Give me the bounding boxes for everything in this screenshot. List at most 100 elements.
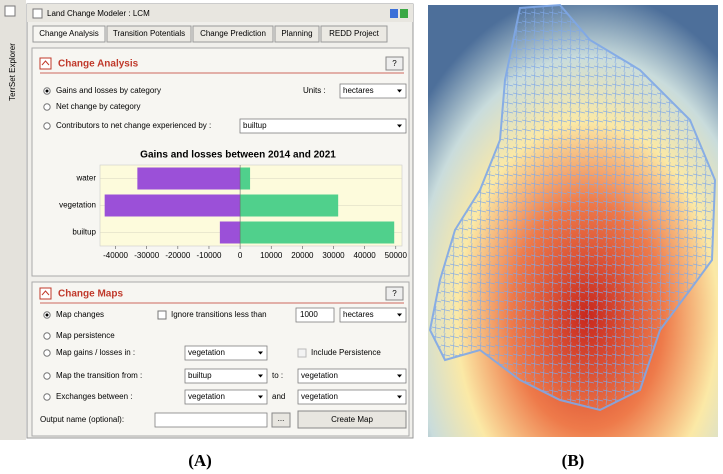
option-label: Contributors to net change experienced b… bbox=[56, 121, 211, 130]
panel-label: (B) bbox=[562, 451, 585, 470]
dropdown-value[interactable]: hectares bbox=[343, 310, 374, 319]
help-text[interactable]: ? bbox=[392, 59, 397, 68]
dropdown-value[interactable]: vegetation bbox=[301, 371, 338, 380]
dropdown[interactable] bbox=[184, 389, 268, 405]
help-button[interactable] bbox=[385, 56, 404, 71]
bar bbox=[137, 167, 241, 190]
chevron bbox=[41, 60, 50, 66]
option-label: Ignore transitions less than bbox=[171, 310, 267, 319]
tab[interactable] bbox=[32, 25, 106, 43]
panel-label: (A) bbox=[188, 451, 212, 470]
dropdown[interactable] bbox=[297, 389, 407, 405]
button-label[interactable]: ... bbox=[278, 414, 285, 423]
bar bbox=[240, 221, 395, 244]
option-label: Map gains / losses in : bbox=[56, 348, 135, 357]
option-label: Map the transition from : bbox=[56, 371, 142, 380]
panel-title: Change Analysis bbox=[58, 59, 139, 70]
option-label: Map persistence bbox=[56, 331, 115, 340]
tab-label[interactable]: Change Prediction bbox=[200, 29, 266, 38]
y-tick-label: builtup bbox=[72, 228, 96, 237]
x-tick-label: -20000 bbox=[165, 251, 190, 260]
x-tick-label: -10000 bbox=[197, 251, 222, 260]
x-tick-label: 20000 bbox=[291, 251, 314, 260]
expand-button[interactable] bbox=[4, 5, 16, 17]
dropdown[interactable] bbox=[339, 83, 407, 99]
chart-title: Gains and losses between 2014 and 2021 bbox=[140, 150, 336, 161]
radio-dot bbox=[45, 89, 49, 93]
radio-button[interactable] bbox=[43, 349, 51, 357]
help-icon[interactable] bbox=[390, 9, 398, 18]
tab-label[interactable]: Change Analysis bbox=[39, 29, 99, 38]
help-button[interactable] bbox=[385, 286, 404, 301]
field-label: Output name (optional): bbox=[40, 415, 124, 424]
tab[interactable] bbox=[192, 25, 274, 43]
option-label: Map changes bbox=[56, 310, 104, 319]
bar bbox=[219, 221, 241, 244]
dropdown-arrow bbox=[397, 313, 402, 317]
x-tick-label: -40000 bbox=[103, 251, 128, 260]
chevron bbox=[41, 290, 50, 296]
dropdown[interactable] bbox=[184, 368, 268, 384]
dropdown[interactable] bbox=[339, 307, 407, 323]
radio-button[interactable] bbox=[43, 103, 51, 111]
y-tick-label: water bbox=[75, 174, 96, 183]
panel-title: Change Maps bbox=[58, 289, 123, 300]
dropdown[interactable] bbox=[297, 368, 407, 384]
browse-button[interactable] bbox=[271, 412, 291, 428]
create-button[interactable] bbox=[297, 410, 407, 429]
tab[interactable] bbox=[274, 25, 320, 43]
dropdown[interactable] bbox=[239, 118, 407, 134]
help-text[interactable]: ? bbox=[392, 289, 397, 298]
x-tick-label: 10000 bbox=[260, 251, 283, 260]
dropdown-arrow bbox=[397, 374, 402, 378]
text-input[interactable] bbox=[154, 412, 268, 428]
text-input[interactable] bbox=[295, 307, 335, 323]
bar bbox=[240, 194, 339, 217]
minimize-button[interactable] bbox=[32, 8, 43, 19]
tab[interactable] bbox=[106, 25, 192, 43]
x-tick-label: 30000 bbox=[322, 251, 345, 260]
dropdown-value[interactable]: builtup bbox=[188, 371, 212, 380]
tab[interactable] bbox=[320, 25, 388, 43]
dropdown-value[interactable]: vegetation bbox=[301, 392, 338, 401]
collapse-icon[interactable] bbox=[39, 57, 52, 70]
dropdown-arrow bbox=[258, 395, 263, 399]
bar bbox=[104, 194, 241, 217]
dropdown-value[interactable]: vegetation bbox=[188, 392, 225, 401]
x-tick-label: 50000 bbox=[385, 251, 408, 260]
x-tick-label: 40000 bbox=[354, 251, 377, 260]
dropdown-value[interactable]: vegetation bbox=[188, 348, 225, 357]
option-label: and bbox=[272, 392, 285, 401]
tab-label[interactable]: REDD Project bbox=[329, 29, 380, 38]
button-label[interactable]: Create Map bbox=[331, 415, 373, 424]
option-label: Gains and losses by category bbox=[56, 86, 161, 95]
dropdown-value[interactable]: hectares bbox=[343, 86, 374, 95]
collapse-icon[interactable] bbox=[39, 287, 52, 300]
dropdown-arrow bbox=[258, 351, 263, 355]
checkbox[interactable] bbox=[157, 310, 167, 320]
radio-button[interactable] bbox=[43, 332, 51, 340]
y-tick-label: vegetation bbox=[59, 201, 96, 210]
option-label: to : bbox=[272, 371, 283, 380]
radio-button[interactable] bbox=[43, 393, 51, 401]
option-label: Net change by category bbox=[56, 102, 141, 111]
radio-button[interactable] bbox=[43, 372, 51, 380]
window-title: Land Change Modeler : LCM bbox=[47, 9, 150, 18]
sidebar-label[interactable]: TerrSet Explorer bbox=[8, 43, 17, 101]
dropdown-value[interactable]: builtup bbox=[243, 121, 267, 130]
checkbox[interactable] bbox=[297, 348, 307, 358]
option-label: Include Persistence bbox=[311, 348, 381, 357]
tab-label[interactable]: Planning bbox=[281, 29, 312, 38]
info-icon[interactable] bbox=[400, 9, 408, 18]
tab-label[interactable]: Transition Potentials bbox=[113, 29, 185, 38]
region-network bbox=[428, 3, 717, 412]
title-bar bbox=[27, 4, 413, 22]
sidebar bbox=[0, 0, 26, 440]
option-label: Exchanges between : bbox=[56, 392, 133, 401]
dropdown[interactable] bbox=[184, 345, 268, 361]
units-label: Units : bbox=[303, 86, 326, 95]
input-value[interactable]: 1000 bbox=[300, 310, 318, 319]
radio-button[interactable] bbox=[43, 122, 51, 130]
radio-dot bbox=[45, 313, 49, 317]
